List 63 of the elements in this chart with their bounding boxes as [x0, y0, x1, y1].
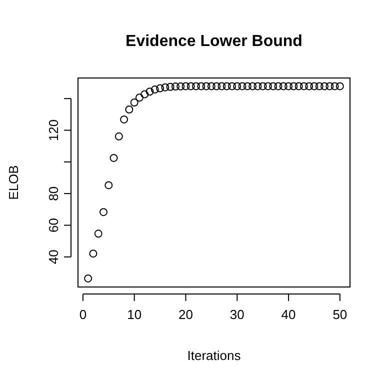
- y-tick-label: 60: [46, 218, 61, 232]
- point: [254, 82, 262, 90]
- point: [290, 82, 298, 90]
- point: [269, 82, 278, 90]
- point: [330, 82, 339, 90]
- point: [130, 98, 138, 107]
- point: [222, 82, 231, 90]
- point: [274, 82, 282, 90]
- point: [258, 82, 267, 90]
- x-axis-title: Iterations: [187, 348, 242, 363]
- point: [202, 82, 210, 90]
- y-tick-label: 120: [46, 119, 61, 142]
- point: [110, 154, 118, 162]
- point: [300, 82, 308, 90]
- point: [186, 82, 195, 90]
- point: [320, 82, 329, 90]
- point: [176, 82, 185, 90]
- point: [156, 84, 164, 92]
- point: [140, 90, 149, 98]
- point: [120, 115, 128, 124]
- point: [166, 82, 174, 91]
- point: [84, 274, 92, 282]
- point: [336, 82, 344, 90]
- point: [243, 82, 252, 90]
- point: [310, 82, 318, 90]
- point: [279, 82, 288, 90]
- point: [228, 82, 236, 90]
- point: [146, 88, 154, 96]
- point: [197, 82, 206, 90]
- point: [150, 86, 159, 94]
- chart-title: Evidence Lower Bound: [126, 33, 302, 50]
- x-tick-label: 20: [178, 307, 193, 322]
- point: [212, 82, 221, 90]
- y-tick-label: 80: [46, 186, 61, 201]
- point: [114, 132, 123, 140]
- point: [218, 82, 226, 90]
- point: [233, 82, 242, 90]
- point: [192, 82, 200, 90]
- point: [294, 82, 303, 90]
- point: [94, 230, 102, 238]
- y-tick-label: 40: [46, 250, 61, 264]
- x-tick-label: 30: [230, 307, 244, 322]
- x-tick-label: 40: [281, 307, 296, 322]
- point: [305, 82, 314, 90]
- point: [135, 94, 144, 102]
- point: [264, 82, 272, 90]
- point: [207, 82, 216, 90]
- point: [326, 82, 334, 90]
- point: [315, 82, 324, 90]
- point: [99, 208, 108, 216]
- point: [284, 82, 293, 90]
- point: [125, 106, 134, 114]
- point: [248, 82, 257, 90]
- point: [238, 82, 246, 90]
- y-axis-title: ELOB: [6, 165, 21, 200]
- point: [171, 82, 180, 91]
- point: [161, 83, 170, 92]
- x-tick-label: 0: [79, 307, 87, 322]
- point: [182, 82, 190, 90]
- point: [89, 250, 98, 258]
- x-tick-label: 10: [127, 307, 142, 322]
- point: [104, 181, 113, 190]
- x-tick-label: 50: [332, 307, 348, 322]
